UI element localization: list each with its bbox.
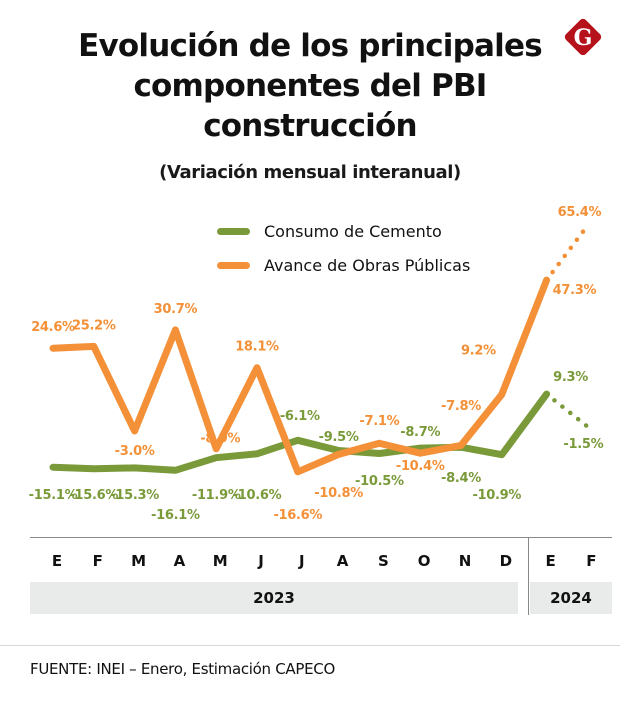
year-divider (528, 537, 529, 615)
legend-label-public-works: Avance de Obras Públicas (264, 255, 471, 275)
data-label-cement: -16.1% (151, 508, 200, 523)
data-label-public-works: 65.4% (558, 205, 602, 220)
data-label-public-works: 30.7% (154, 302, 198, 317)
logo-diamond (564, 18, 602, 56)
legend: Consumo de Cemento Avance de Obras Públi… (217, 214, 470, 282)
data-label-cement: -8.4% (441, 471, 481, 486)
x-tick-label: F (92, 552, 103, 570)
x-tick-label: D (499, 552, 513, 570)
legend-swatch-public-works (217, 261, 250, 269)
data-label-cement: -8.7% (400, 425, 440, 440)
year-band-2023: 2023 (30, 582, 518, 614)
data-label-public-works: 18.1% (235, 340, 279, 355)
data-label-cement: -15.6% (69, 488, 118, 503)
x-tick-label: J (299, 552, 305, 570)
chart-title: Evolución de los principales componentes… (0, 26, 620, 146)
data-label-public-works: -16.6% (273, 508, 322, 523)
chart-subtitle: (Variación mensual interanual) (159, 162, 461, 183)
source-note: FUENTE: INEI – Enero, Estimación CAPECO (30, 660, 335, 678)
x-tick-label: A (173, 552, 186, 570)
legend-item-public-works: Avance de Obras Públicas (217, 248, 470, 282)
year-band-2024: 2024 (530, 582, 612, 614)
x-tick-label: E (51, 552, 63, 570)
x-tick-label: O (417, 552, 431, 570)
data-label-cement: -15.3% (110, 488, 159, 503)
data-label-cement: 9.3% (553, 370, 588, 385)
x-tick-label: A (336, 552, 349, 570)
data-label-cement: -1.5% (563, 437, 603, 452)
x-tick-label: N (458, 552, 472, 570)
data-label-public-works: 24.6% (31, 320, 75, 335)
data-label-public-works: -7.8% (441, 399, 481, 414)
data-label-public-works: 47.3% (553, 283, 597, 298)
brand-g-diamond-icon: G (564, 18, 602, 56)
logo-letter: G (574, 25, 593, 51)
series-projection-public-works (544, 223, 590, 283)
data-label-public-works: -7.1% (359, 414, 399, 429)
x-tick-label: M (131, 552, 147, 570)
title-line-3: construcción (203, 108, 417, 144)
data-label-cement: -15.1% (29, 488, 78, 503)
legend-label-cement: Consumo de Cemento (264, 221, 442, 241)
data-label-public-works: -10.4% (396, 459, 445, 474)
x-tick-label: S (377, 552, 389, 570)
footer-divider (0, 645, 620, 646)
series-line-public-works (49, 276, 551, 476)
data-label-cement: -9.5% (319, 430, 359, 445)
data-label-public-works: -8.9% (200, 432, 240, 447)
x-axis-rule (30, 537, 612, 538)
data-label-cement: -10.5% (355, 474, 404, 489)
x-tick-label: F (586, 552, 597, 570)
series-projection-cement (544, 391, 590, 429)
data-label-public-works: -3.0% (115, 444, 155, 459)
data-label-cement: -10.6% (233, 488, 282, 503)
x-tick-label: J (258, 552, 264, 570)
x-tick-label: M (212, 552, 228, 570)
data-label-cement: -6.1% (280, 409, 320, 424)
title-line-1: Evolución de los principales (78, 28, 543, 64)
x-tick-label: E (545, 552, 556, 570)
data-label-public-works: 25.2% (72, 318, 116, 333)
title-line-2: componentes del PBI (133, 68, 487, 104)
legend-swatch-cement (217, 227, 250, 235)
data-label-cement: -10.9% (472, 488, 521, 503)
data-label-cement: -11.9% (192, 488, 241, 503)
data-label-public-works: 9.2% (461, 343, 496, 358)
legend-item-cement: Consumo de Cemento (217, 214, 470, 248)
data-label-public-works: -10.8% (314, 486, 363, 501)
